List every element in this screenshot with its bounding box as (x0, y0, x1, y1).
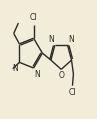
Text: N: N (12, 64, 18, 73)
Text: O: O (58, 71, 64, 80)
Text: N: N (49, 35, 54, 44)
Text: Cl: Cl (69, 88, 76, 97)
Text: N: N (34, 70, 40, 79)
Text: Cl: Cl (30, 13, 37, 22)
Text: N: N (68, 35, 74, 44)
